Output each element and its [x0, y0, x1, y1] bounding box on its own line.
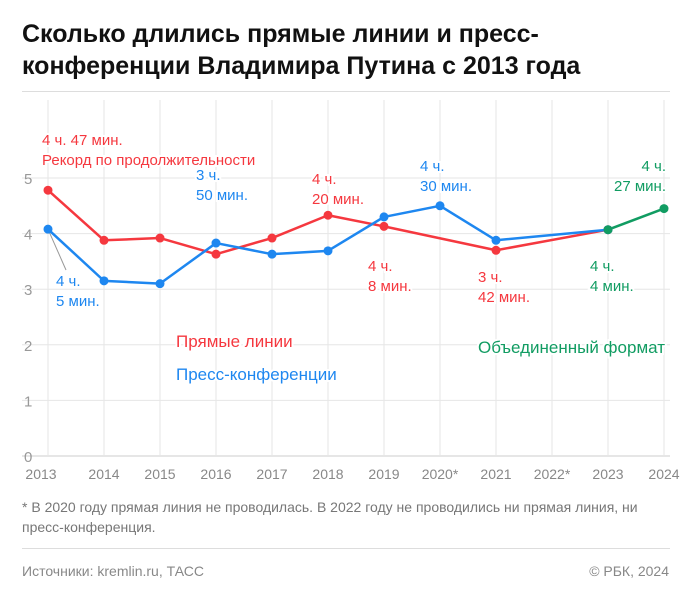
x-tick-label: 2019 [368, 466, 399, 482]
data-label: 27 мин. [614, 178, 666, 195]
data-point [267, 249, 277, 259]
data-label: 4 ч. [56, 273, 81, 290]
x-tick-label: 2018 [312, 466, 343, 482]
data-label: 4 ч. [420, 158, 445, 175]
x-tick-label: 2024 [648, 466, 679, 482]
data-label: 20 мин. [312, 191, 364, 208]
data-point [155, 233, 165, 243]
x-tick-label: 2023 [592, 466, 623, 482]
data-point [491, 245, 501, 255]
data-point [659, 204, 669, 214]
data-label: 5 мин. [56, 293, 100, 310]
data-point [379, 221, 389, 231]
legend-label: Объединенный формат [478, 338, 665, 357]
x-tick-label: 2020* [422, 466, 459, 482]
y-tick-label: 0 [24, 449, 32, 466]
chart-title: Сколько длились прямые линии и пресс-кон… [22, 20, 581, 80]
legend-label: Пресс-конференции [176, 365, 337, 384]
y-tick-label: 3 [24, 282, 32, 299]
series-line [47, 204, 609, 285]
data-point [43, 185, 53, 195]
x-tick-label: 2014 [88, 466, 119, 482]
data-label: 4 ч. [642, 158, 667, 175]
y-tick-label: 1 [24, 393, 32, 410]
source: Источники: kremlin.ru, ТАСС [22, 563, 204, 579]
footnote: * В 2020 году прямая линия не проводилас… [22, 499, 638, 535]
data-point [99, 276, 109, 286]
divider [22, 91, 670, 92]
line-chart: 0 1 2 3 4 5 2013 2014 2015 2016 2017 2018 2019 2020* 2… [22, 100, 680, 482]
data-point [603, 225, 613, 235]
x-tick-label: 2013 [25, 466, 56, 482]
data-label: 4 ч. [590, 258, 615, 275]
x-tick-label: 2015 [144, 466, 175, 482]
legend-label: Прямые линии [176, 332, 293, 351]
data-label: 3 ч. [196, 167, 221, 184]
data-point [323, 210, 333, 220]
divider [22, 548, 670, 549]
data-label: 42 мин. [478, 289, 530, 306]
data-label: 4 ч. [368, 258, 393, 275]
y-tick-label: 4 [24, 227, 32, 244]
x-tick-label: 2021 [480, 466, 511, 482]
y-tick-label: 5 [24, 171, 32, 188]
data-point [267, 233, 277, 243]
data-point [491, 235, 501, 245]
data-label: Рекорд по продолжительности [42, 152, 255, 169]
data-point [323, 246, 333, 256]
data-point [155, 279, 165, 289]
data-label: 30 мин. [420, 178, 472, 195]
data-point [211, 249, 221, 259]
x-tick-label: 2022* [534, 466, 571, 482]
data-point [43, 224, 53, 234]
copyright: © РБК, 2024 [589, 563, 669, 579]
y-tick-label: 2 [24, 338, 32, 355]
data-point [379, 212, 389, 222]
annotation-leader [47, 228, 67, 271]
data-label: 8 мин. [368, 278, 412, 295]
data-label: 4 ч. 47 мин. [42, 132, 123, 149]
x-tick-label: 2016 [200, 466, 231, 482]
data-point [435, 201, 445, 211]
data-label: 4 ч. [312, 171, 337, 188]
series-line [607, 207, 665, 231]
data-label: 50 мин. [196, 187, 248, 204]
x-tick-label: 2017 [256, 466, 287, 482]
data-label: 3 ч. [478, 269, 503, 286]
data-point [99, 235, 109, 245]
data-point [211, 238, 221, 248]
data-label: 4 мин. [590, 278, 634, 295]
